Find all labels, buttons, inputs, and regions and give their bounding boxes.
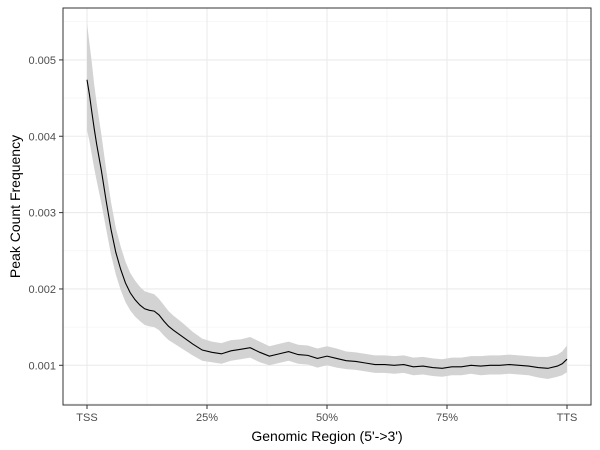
x-tick-label: 50% xyxy=(316,412,338,424)
x-tick-label: 25% xyxy=(196,412,218,424)
y-tick-label: 0.004 xyxy=(28,131,56,143)
x-tick-label: TTS xyxy=(557,412,578,424)
y-tick-label: 0.001 xyxy=(28,360,56,372)
y-tick-label: 0.003 xyxy=(28,208,56,220)
y-tick-label: 0.002 xyxy=(28,284,56,296)
x-tick-label: TSS xyxy=(76,412,97,424)
x-axis-title: Genomic Region (5'->3') xyxy=(251,428,402,444)
axes: TSS 25% 50% 75% TTS 0.001 0.002 0.003 0.004 0.005 xyxy=(28,55,577,424)
x-tick-label: 75% xyxy=(436,412,458,424)
y-tick-label: 0.005 xyxy=(28,55,56,67)
y-axis-title: Peak Count Frequency xyxy=(7,135,23,278)
series-line xyxy=(86,79,568,369)
